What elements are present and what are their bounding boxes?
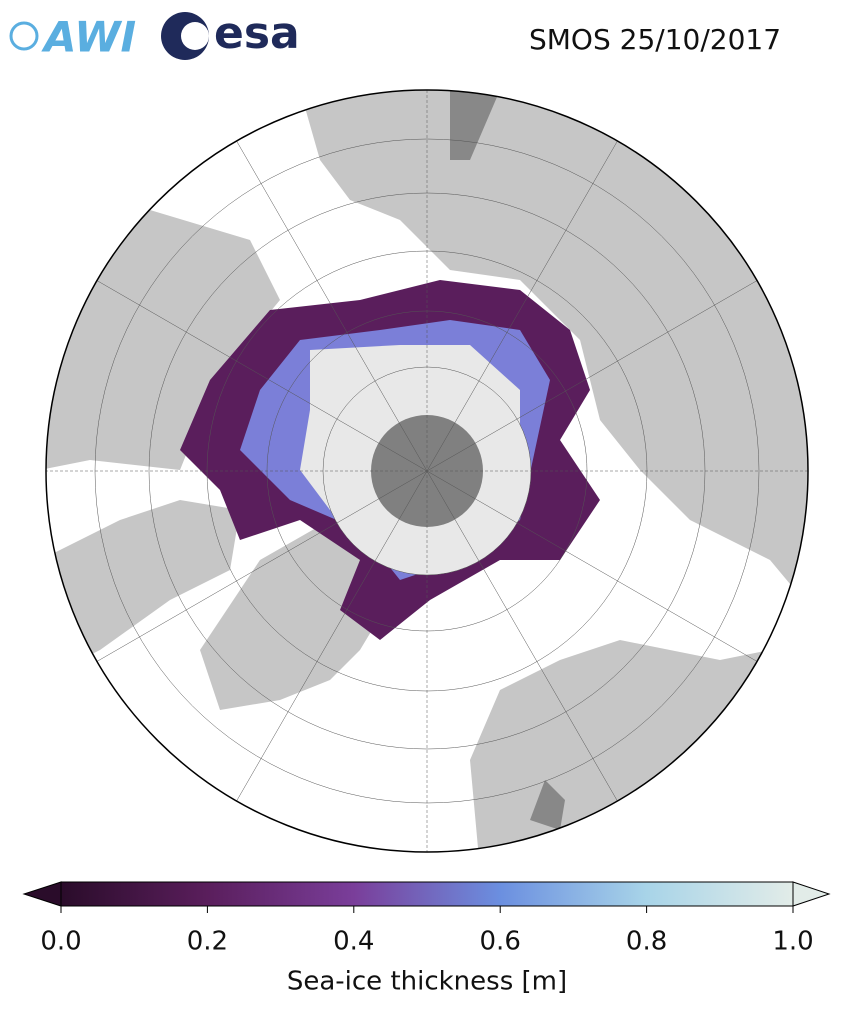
graticule: [46, 90, 808, 852]
lake: [530, 780, 565, 830]
land: [200, 520, 390, 710]
colorbar-tick-label: 0.6: [480, 927, 521, 957]
logo-esa: esa: [161, 8, 300, 60]
map: [46, 90, 808, 852]
colorbar: [22, 881, 831, 913]
colorbar-extend-min: [22, 881, 62, 907]
colorbar-tick-label: 0.2: [187, 927, 228, 957]
colorbar-tick-label: 0.8: [626, 927, 667, 957]
land: [46, 500, 240, 680]
logo-esa-text: esa: [214, 8, 300, 59]
colorbar-extend-max: [792, 881, 831, 907]
colorbar-tick-label: 1.0: [772, 927, 813, 957]
map-title: SMOS 25/10/2017: [529, 23, 781, 56]
colorbar-tick-label: 0.0: [40, 927, 81, 957]
map-border: [45, 89, 809, 853]
land: [300, 90, 808, 620]
logo-awi-text: AWI: [41, 13, 136, 62]
logo-awi: AWI: [9, 13, 136, 62]
lake: [450, 90, 500, 160]
colorbar-bar: [60, 881, 794, 907]
colorbar-tick-label: 0.4: [333, 927, 374, 957]
colorbar-label: Sea-ice thickness [m]: [287, 967, 567, 997]
